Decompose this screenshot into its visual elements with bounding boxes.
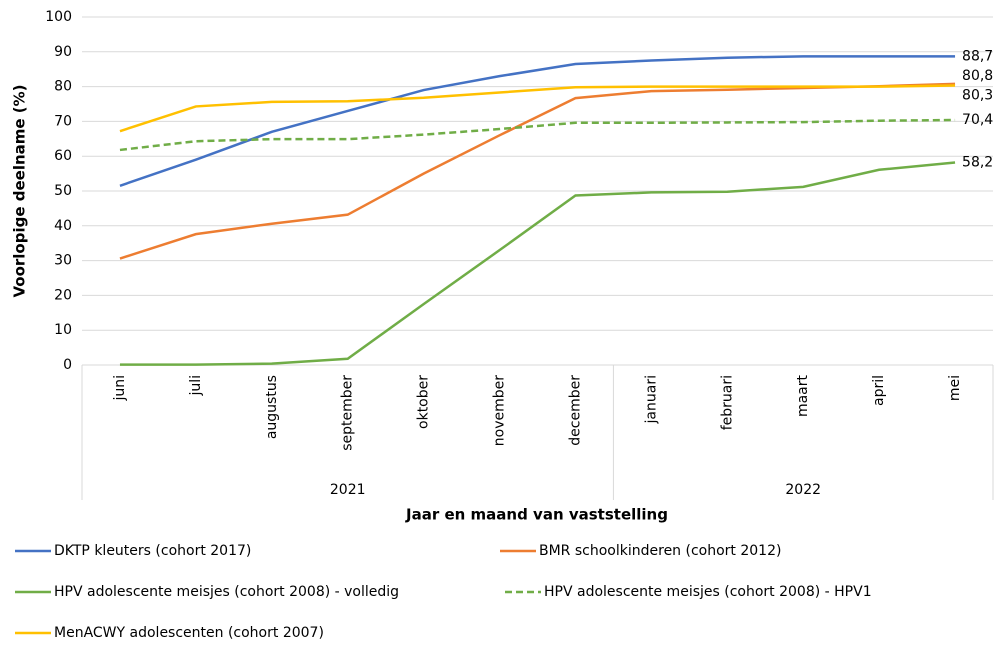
- x-group-label: 2022: [785, 482, 821, 498]
- y-tick-label: 10: [54, 322, 72, 338]
- legend-label: BMR schoolkinderen (cohort 2012): [539, 543, 781, 559]
- x-tick-label: april: [871, 375, 887, 406]
- series-line: [119, 55, 956, 187]
- x-tick-label: augustus: [264, 375, 280, 439]
- data-label: 70,4: [962, 112, 993, 128]
- y-tick-label: 40: [54, 218, 72, 234]
- y-tick-label: 30: [54, 253, 72, 269]
- x-tick-label: december: [567, 375, 583, 446]
- x-tick-label: januari: [643, 375, 659, 424]
- y-tick-label: 0: [63, 357, 72, 373]
- y-tick-label: 80: [54, 79, 72, 95]
- x-tick-label: november: [492, 375, 508, 446]
- series-line: [119, 82, 956, 260]
- legend-label: DKTP kleuters (cohort 2017): [54, 543, 251, 559]
- x-tick-label: mei: [947, 375, 963, 401]
- x-tick-label: september: [340, 375, 356, 451]
- y-tick-label: 20: [54, 287, 72, 303]
- series-line: [119, 84, 956, 133]
- y-tick-label: 60: [54, 148, 72, 164]
- legend-label: HPV adolescente meisjes (cohort 2008) - …: [544, 584, 872, 600]
- x-axis-title: Jaar en maand van vaststelling: [405, 506, 668, 524]
- x-tick-label: maart: [795, 374, 811, 417]
- data-label: 88,7: [962, 48, 993, 64]
- y-axis-title: Voorlopige deelname (%): [11, 84, 29, 297]
- series-line: [119, 118, 956, 152]
- data-label: 58,2: [962, 154, 993, 170]
- x-group-label: 2021: [330, 482, 366, 498]
- series-line: [119, 161, 956, 366]
- data-label: 80,3: [962, 88, 993, 104]
- data-label: 80,8: [962, 68, 993, 84]
- y-tick-label: 50: [54, 183, 72, 199]
- y-tick-label: 90: [54, 44, 72, 60]
- x-tick-label: oktober: [416, 375, 432, 429]
- legend-label: HPV adolescente meisjes (cohort 2008) - …: [54, 584, 399, 600]
- y-tick-label: 100: [45, 9, 72, 25]
- x-tick-label: juni: [112, 375, 128, 402]
- legend-label: MenACWY adolescenten (cohort 2007): [54, 625, 324, 641]
- y-tick-label: 70: [54, 113, 72, 129]
- x-tick-label: februari: [719, 375, 735, 430]
- x-tick-label: juli: [188, 375, 204, 397]
